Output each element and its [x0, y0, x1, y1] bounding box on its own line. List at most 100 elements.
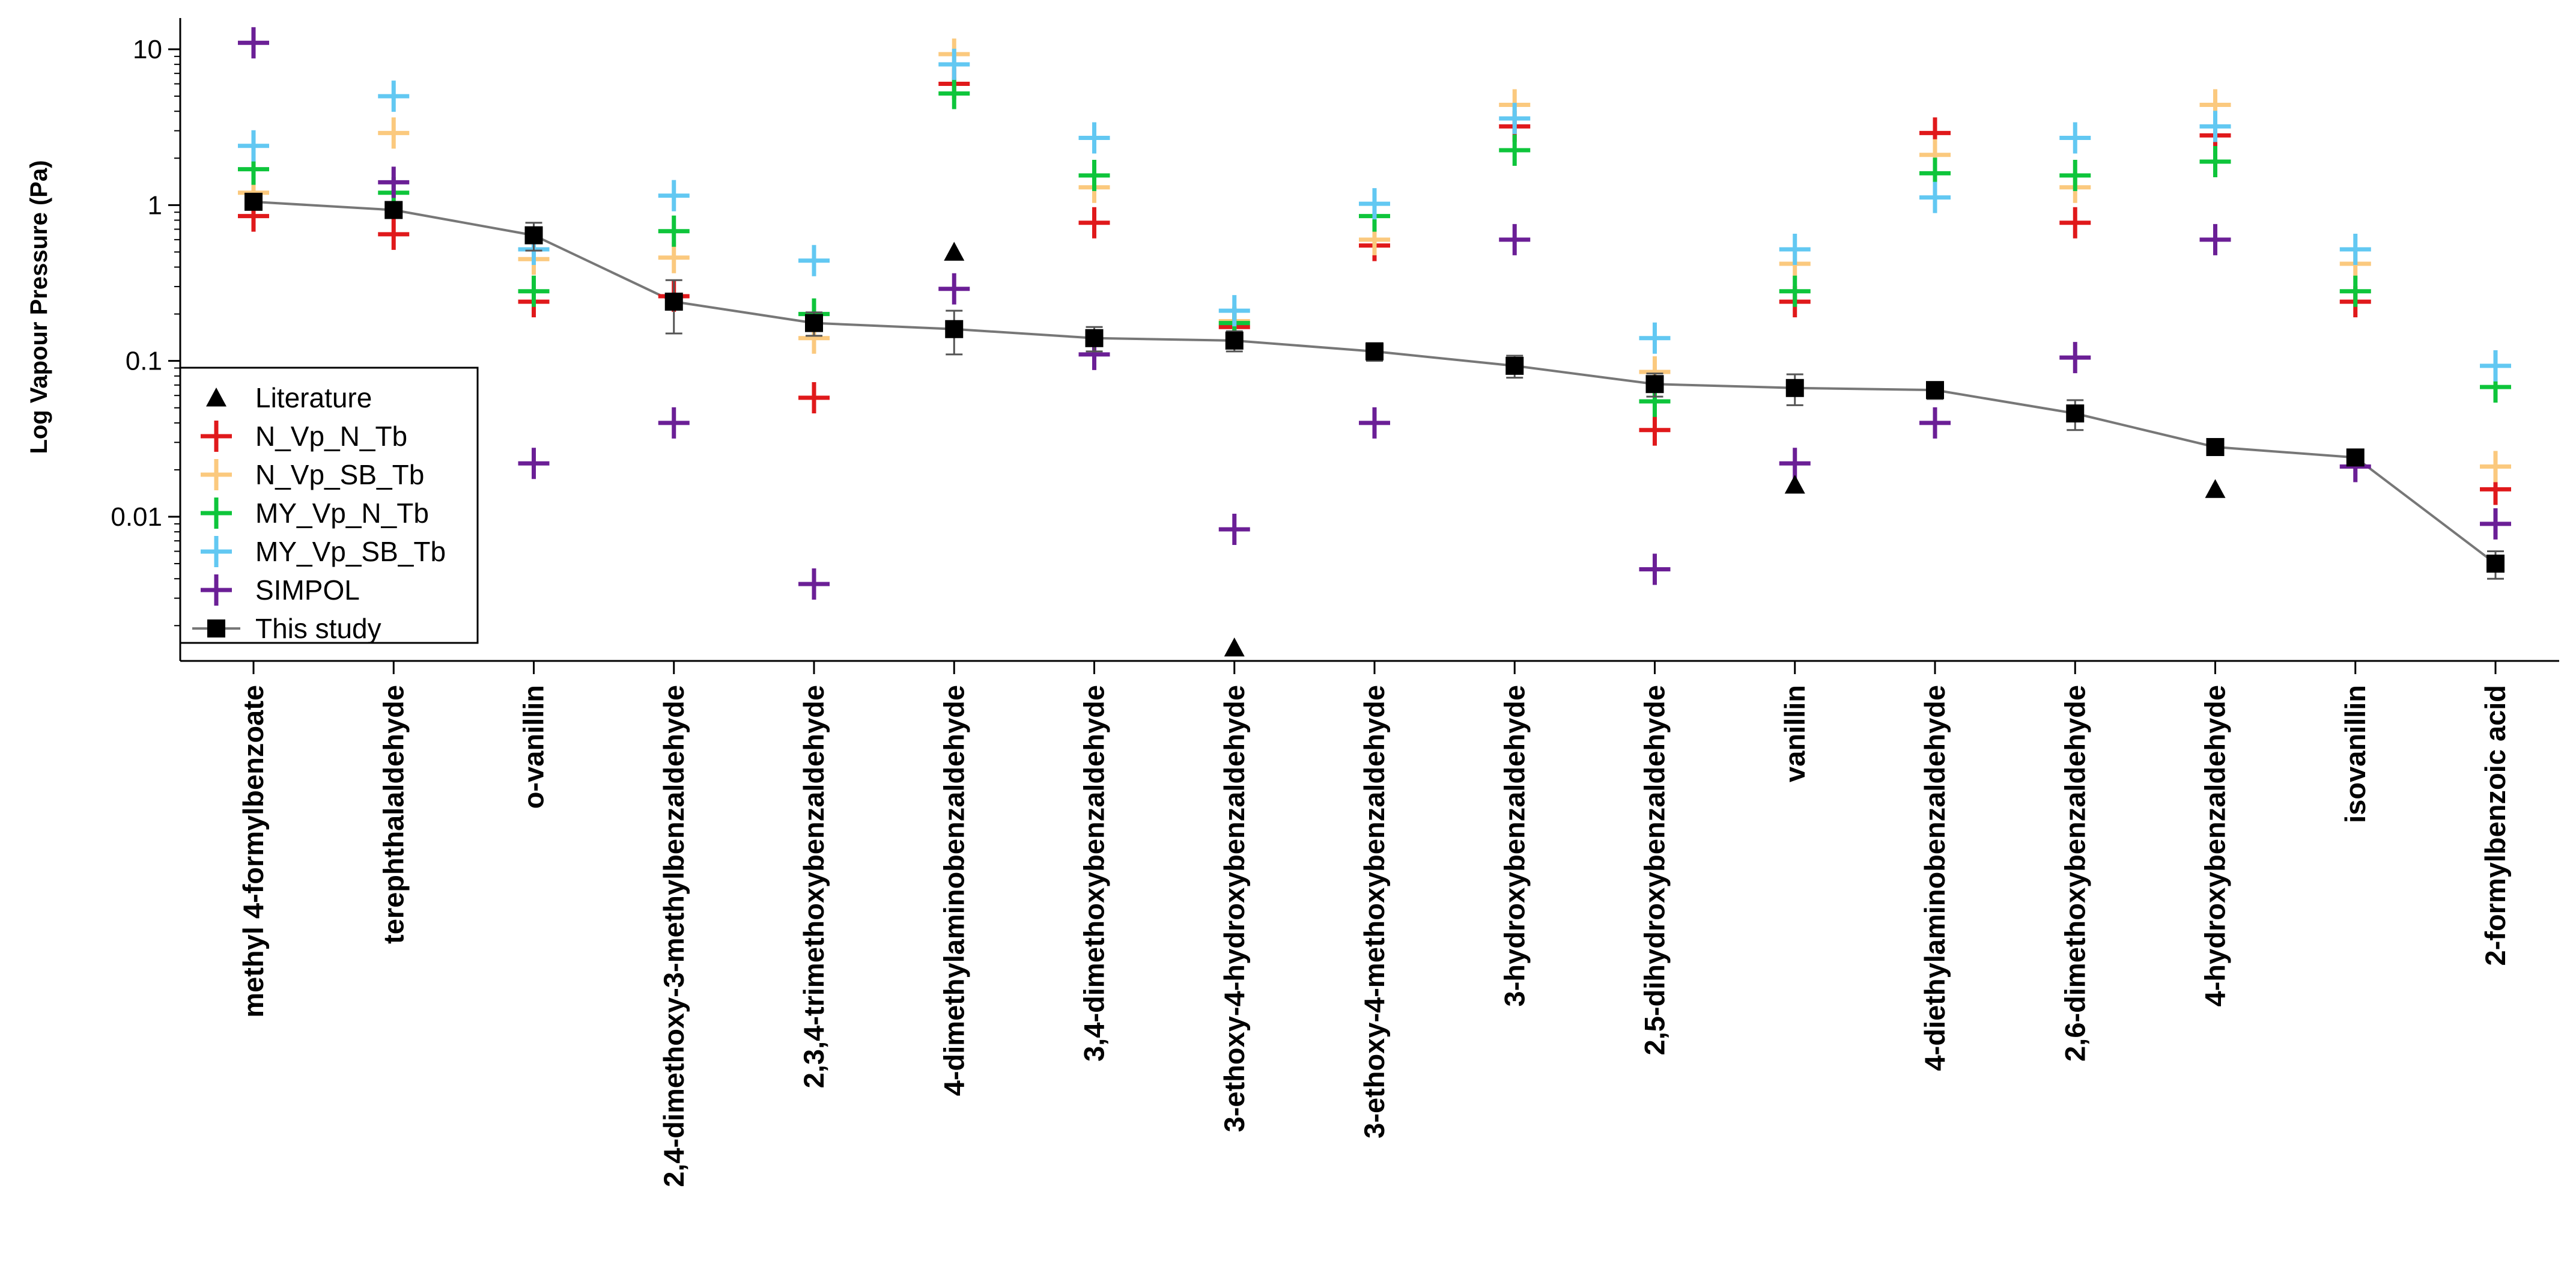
legend: Literature N_Vp_N_Tb N_Vp_SB_Tb MY_Vp_N_Tb M…: [179, 367, 479, 644]
point-my-vp-n-tb: [658, 215, 690, 247]
point-n-vp-n-tb: [2059, 207, 2091, 239]
point-my-vp-sb-tb: [2480, 350, 2511, 382]
point-simpol: [1639, 553, 1671, 585]
point-simpol: [1919, 407, 1951, 439]
legend-marker-n-vp-n-tb: [201, 421, 232, 452]
legend-marker-my-vp-sb-tb: [201, 536, 232, 567]
point-n-vp-n-tb: [798, 382, 830, 414]
x-category-label: isovanillin: [2339, 685, 2371, 823]
point-my-vp-n-tb: [1078, 159, 1110, 191]
point-literature: [2205, 479, 2226, 498]
point-my-vp-sb-tb: [2199, 111, 2231, 142]
x-category-label: 2,5-dihydroxybenzaldehyde: [1639, 685, 1671, 1055]
point-my-vp-n-tb: [2059, 159, 2091, 191]
point-simpol: [518, 448, 550, 479]
y-axis-title: Log Vapour Pressure (Pa): [26, 160, 52, 454]
point-simpol: [1359, 407, 1390, 439]
point-simpol: [238, 27, 269, 59]
x-category-label: terephthalaldehyde: [377, 685, 409, 944]
point-n-vp-sb-tb: [2480, 451, 2511, 482]
legend-marker-simpol: [201, 574, 232, 606]
legend-label: N_Vp_N_Tb: [255, 421, 407, 452]
point-this-study: [1085, 329, 1104, 347]
point-my-vp-n-tb: [938, 78, 970, 109]
x-category-label: 2-formylbenzoic acid: [2479, 685, 2511, 966]
point-this-study: [2206, 438, 2225, 457]
x-category-label: o-vanillin: [518, 685, 550, 809]
point-my-vp-n-tb: [518, 275, 550, 307]
point-literature: [944, 242, 965, 261]
x-category-label: 2,4-dimethoxy-3-methylbenzaldehyde: [658, 685, 690, 1187]
x-category-label: 4-diethylaminobenzaldehyde: [1919, 685, 1951, 1071]
y-tick-label: 0.1: [126, 347, 162, 376]
point-this-study: [1365, 342, 1384, 361]
point-my-vp-sb-tb: [1078, 122, 1110, 154]
point-my-vp-sb-tb: [658, 180, 690, 211]
point-simpol: [798, 568, 830, 600]
point-my-vp-n-tb: [1779, 275, 1811, 307]
legend-label: N_Vp_SB_Tb: [255, 459, 424, 490]
point-n-vp-sb-tb: [658, 242, 690, 273]
point-my-vp-sb-tb: [1919, 181, 1951, 213]
point-simpol: [1779, 448, 1811, 479]
point-this-study: [945, 320, 964, 338]
point-my-vp-n-tb: [1499, 135, 1531, 166]
point-n-vp-n-tb: [1078, 207, 1110, 239]
point-this-study: [1926, 381, 1944, 400]
x-category-label: 4-dimethylaminobenzaldehyde: [938, 685, 970, 1096]
legend-marker-my-vp-n-tb: [201, 497, 232, 529]
point-my-vp-sb-tb: [1639, 322, 1671, 354]
x-category-label: vanillin: [1779, 685, 1811, 782]
point-this-study: [664, 293, 683, 311]
point-simpol: [2059, 342, 2091, 374]
point-this-study: [1505, 356, 1524, 375]
point-literature: [1224, 637, 1245, 657]
x-category-label: methyl 4-formylbenzoate: [237, 685, 269, 1018]
legend-item-simpol: SIMPOL: [201, 574, 360, 606]
legend-marker-this-study: [207, 619, 225, 637]
legend-label: This study: [255, 613, 381, 644]
point-this-study: [524, 226, 543, 245]
point-simpol: [378, 166, 410, 198]
x-category-label: 4-hydroxybenzaldehyde: [2199, 685, 2231, 1006]
legend-item-n-vp-sb-tb: N_Vp_SB_Tb: [201, 459, 424, 490]
point-simpol: [658, 407, 690, 439]
point-my-vp-sb-tb: [2339, 233, 2371, 265]
point-my-vp-sb-tb: [238, 130, 269, 162]
point-this-study: [2486, 555, 2505, 573]
legend-item-my-vp-sb-tb: MY_Vp_SB_Tb: [201, 536, 446, 567]
point-my-vp-sb-tb: [1218, 295, 1250, 327]
point-n-vp-n-tb: [378, 218, 410, 250]
point-simpol: [2199, 224, 2231, 255]
axes: 10 1 0.1 0.01 Log Vapour Pressure (Pa): [26, 18, 2559, 674]
point-my-vp-sb-tb: [2059, 122, 2091, 154]
y-tick-label: 1: [148, 190, 162, 220]
point-this-study: [1785, 379, 1804, 397]
legend-marker-literature: [206, 388, 226, 407]
x-category-label: 3,4-dimethoxybenzaldehyde: [1078, 685, 1110, 1062]
point-my-vp-sb-tb: [1779, 233, 1811, 265]
point-this-study: [805, 314, 823, 332]
point-my-vp-sb-tb: [938, 49, 970, 81]
legend-item-this-study: This study: [192, 613, 381, 644]
legend-marker-n-vp-sb-tb: [201, 459, 232, 490]
point-this-study: [2066, 404, 2085, 423]
x-category-label: 2,3,4-trimethoxybenzaldehyde: [798, 685, 830, 1088]
point-my-vp-sb-tb: [378, 81, 410, 112]
legend-item-my-vp-n-tb: MY_Vp_N_Tb: [201, 497, 429, 529]
data-marks: [238, 27, 2511, 657]
point-this-study: [1645, 375, 1664, 394]
point-n-vp-sb-tb: [378, 117, 410, 149]
point-literature: [1784, 475, 1805, 494]
x-category-label: 2,6-dimethoxybenzaldehyde: [2059, 685, 2091, 1062]
legend-box: [179, 367, 479, 644]
point-my-vp-n-tb: [2339, 275, 2371, 307]
point-this-study: [245, 192, 263, 211]
x-axis-labels: methyl 4-formylbenzoate terephthalaldehyd…: [237, 685, 2511, 1187]
point-my-vp-n-tb: [2199, 146, 2231, 178]
legend-label: SIMPOL: [255, 574, 360, 606]
point-my-vp-sb-tb: [1499, 103, 1531, 135]
point-this-study: [2346, 448, 2365, 467]
point-simpol: [1499, 224, 1531, 255]
